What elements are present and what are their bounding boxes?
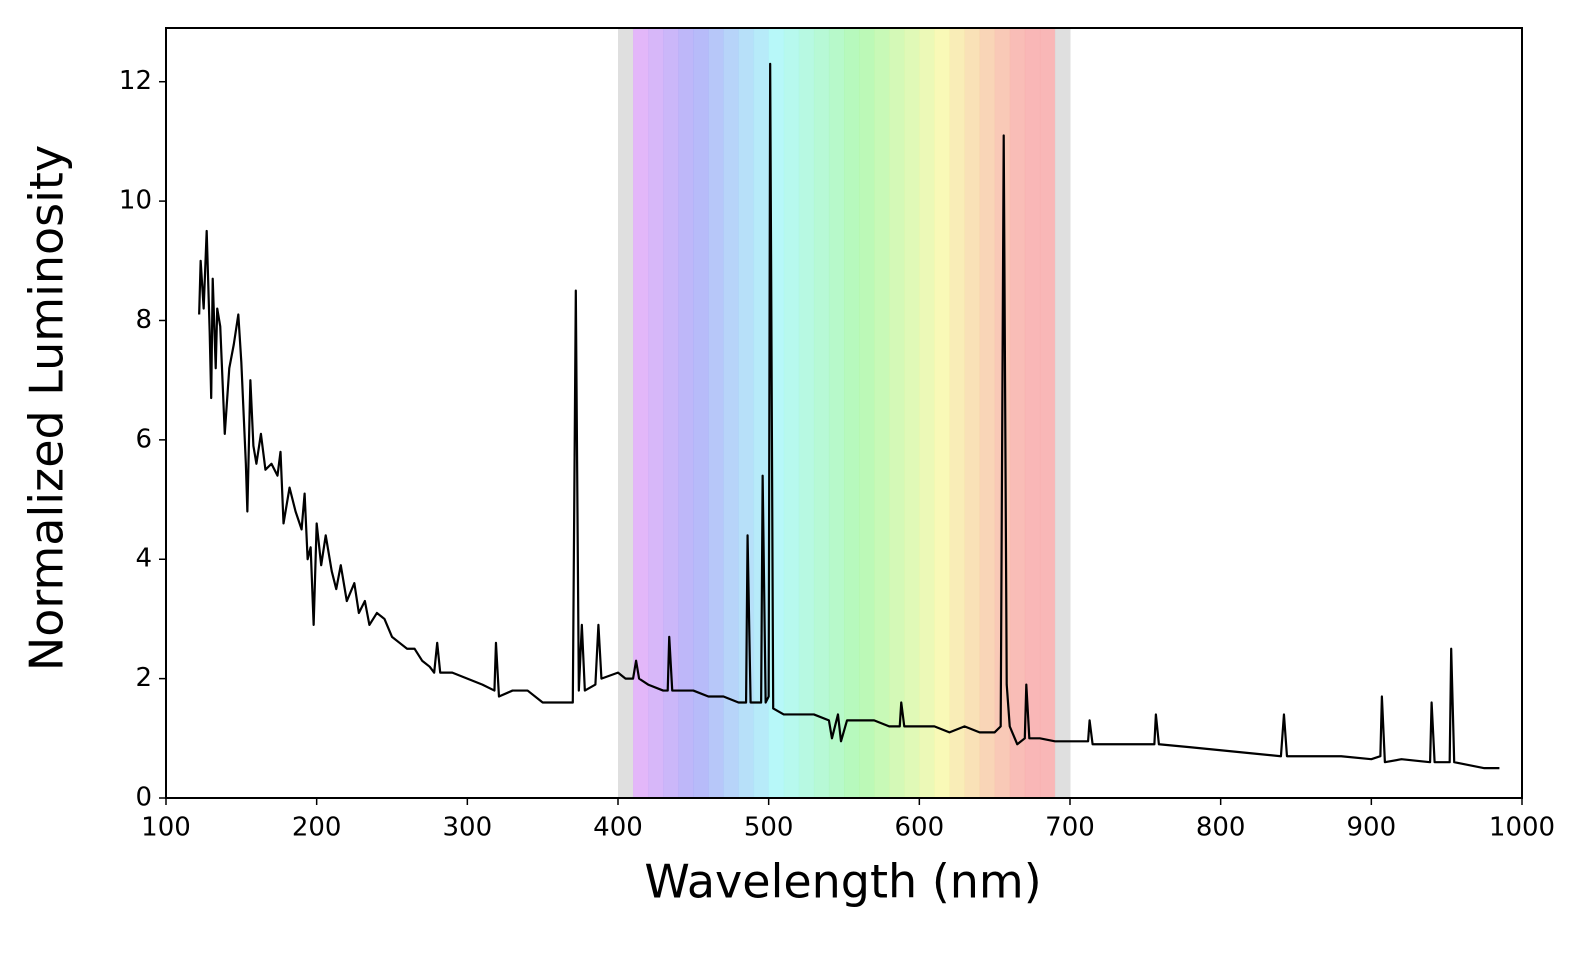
spectrum-stripe [678,28,694,798]
spectrum-stripe [859,28,875,798]
spectrum-stripe [874,28,890,798]
y-tick-label: 0 [135,783,152,813]
y-tick-label: 10 [119,186,152,216]
spectrum-stripe [708,28,724,798]
spectrum-stripe [693,28,709,798]
y-tick-label: 2 [135,663,152,693]
spectrum-stripe [738,28,755,798]
y-axis-label: Normalized Luminosity [20,145,74,671]
spectrum-stripe [798,28,815,798]
x-tick-label: 300 [443,813,493,843]
spectrum-stripe [618,28,634,798]
spectrum-stripe [723,28,740,798]
spectrum-stripe [979,28,996,798]
spectrum-stripe [663,28,679,798]
spectrum-stripe [633,28,649,798]
spectrum-stripe [1054,28,1071,798]
spectrum-stripe [828,28,845,798]
x-tick-label: 200 [292,813,342,843]
x-tick-label: 900 [1347,813,1397,843]
y-tick-label: 8 [135,305,152,335]
spectrum-stripe [919,28,935,798]
y-tick-label: 12 [119,66,152,96]
spectrum-stripe [844,28,860,798]
spectrum-stripe [949,28,966,798]
x-tick-label: 400 [593,813,643,843]
spectrum-stripe [964,28,981,798]
y-tick-label: 6 [135,424,152,454]
spectrum-stripe [904,28,920,798]
spectrum-stripe [1039,28,1056,798]
spectrum-stripe [1009,28,1026,798]
spectrum-stripe [889,28,905,798]
x-tick-label: 700 [1045,813,1095,843]
spectrum-stripe [1024,28,1041,798]
x-tick-label: 1000 [1489,813,1555,843]
x-tick-label: 800 [1196,813,1246,843]
x-axis-label: Wavelength (nm) [644,855,1041,909]
spectrum-line [198,62,1500,770]
spectrum-stripe [934,28,950,798]
spectrum-stripe [813,28,830,798]
x-tick-label: 600 [895,813,945,843]
spectrum-stripe [648,28,664,798]
x-tick-label: 100 [141,813,191,843]
x-tick-label: 500 [744,813,794,843]
plot-frame [165,27,1523,799]
spectrum-stripe [783,28,800,798]
y-tick-label: 4 [135,544,152,574]
